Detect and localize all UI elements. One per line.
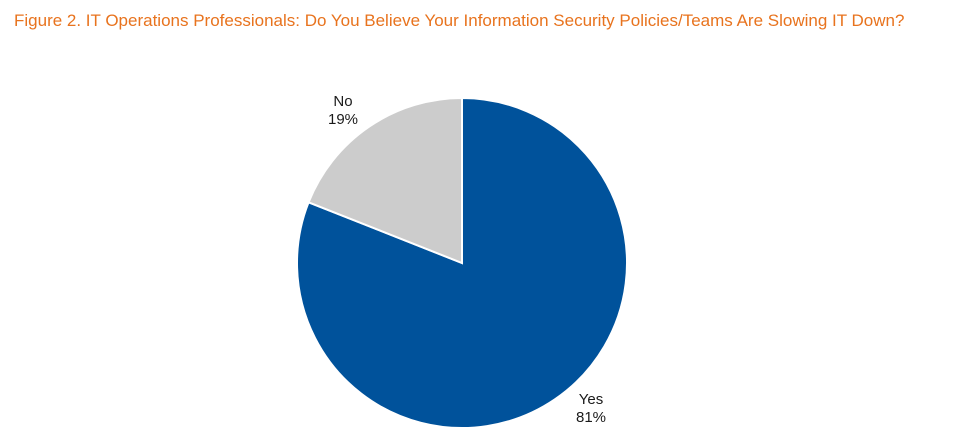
slice-value-yes: 81% [576,409,606,426]
pie-slice-no [307,96,463,265]
slice-label-yes: Yes [579,391,603,408]
chart-title: Figure 2. IT Operations Professionals: D… [14,11,905,30]
pie-slices [296,96,628,429]
pie-slice-yes [296,96,628,429]
slice-label-no: No [333,93,352,110]
slice-value-no: 19% [328,111,358,128]
